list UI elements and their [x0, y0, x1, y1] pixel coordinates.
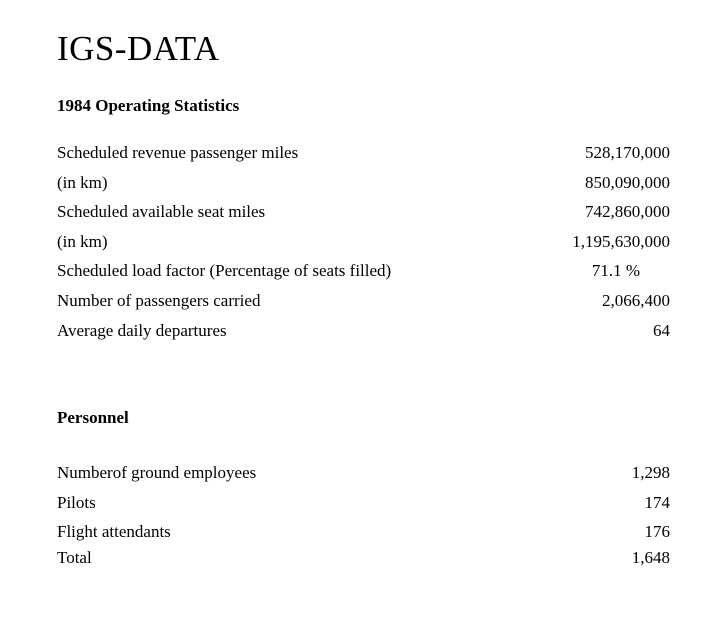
table-row: Average daily departures 64 — [57, 316, 670, 346]
section-heading-personnel: Personnel — [57, 408, 129, 428]
stat-value: 742,860,000 — [585, 202, 670, 222]
stat-value: 528,170,000 — [585, 143, 670, 162]
stat-label: Numberof ground employees — [57, 463, 257, 483]
stat-value: 850,090,000 — [585, 172, 670, 192]
stat-label: Number of passengers carried — [57, 290, 261, 310]
stat-value: 1,648 — [631, 547, 670, 567]
table-row: (in km) 1,195,630,000 — [57, 227, 670, 257]
stat-value: 174 — [644, 492, 671, 512]
operating-statistics-table: Scheduled revenue passenger miles 528,17… — [57, 138, 670, 345]
stat-label: Flight attendants — [57, 522, 171, 542]
stat-label: Scheduled available seat miles — [57, 202, 266, 222]
table-row: Scheduled available seat miles 742,860,0… — [57, 197, 670, 227]
stat-label: (in km) — [57, 231, 108, 251]
stat-label: Scheduled load factor (Percentage of sea… — [57, 261, 392, 281]
document-content: IGS-DATA 1984 Operating Statistics Sched… — [57, 31, 670, 569]
stat-value: 71.1 % — [591, 261, 640, 281]
stat-label: Average daily departures — [57, 320, 227, 340]
table-row: (in km) 850,090,000 — [57, 168, 670, 198]
stat-value: 176 — [644, 522, 671, 542]
stat-value: 64 — [653, 320, 670, 340]
table-row-total: Total 1,648 — [57, 547, 670, 569]
stat-value: 1,195,630,000 — [572, 231, 670, 251]
stat-label: Pilots — [57, 492, 96, 512]
stat-label: (in km) — [57, 172, 108, 192]
page-title: IGS-DATA — [57, 29, 220, 68]
table-row: Scheduled revenue passenger miles 528,17… — [57, 138, 670, 168]
table-row: Flight attendants 176 — [57, 517, 670, 547]
table-row: Pilots 174 — [57, 488, 670, 518]
personnel-table: Numberof ground employees 1,298 Pilots 1… — [57, 458, 670, 569]
section-heading-operating-statistics: 1984 Operating Statistics — [57, 96, 240, 115]
table-row: Number of passengers carried 2,066,400 — [57, 286, 670, 316]
table-row: Numberof ground employees 1,298 — [57, 458, 670, 488]
stat-value: 1,298 — [631, 463, 670, 483]
stat-label: Total — [57, 547, 92, 567]
stat-value: 2,066,400 — [602, 290, 670, 310]
table-row: Scheduled load factor (Percentage of sea… — [57, 256, 670, 286]
stat-label: Scheduled revenue passenger miles — [57, 143, 299, 162]
